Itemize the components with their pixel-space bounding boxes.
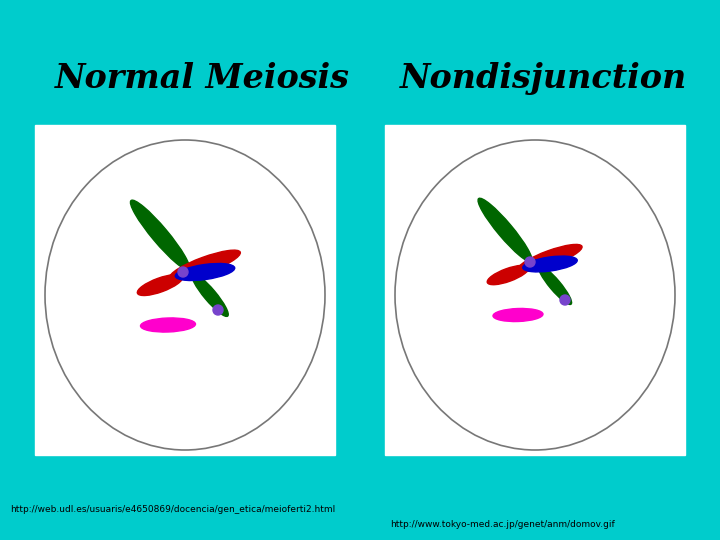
Text: Normal Meiosis: Normal Meiosis bbox=[55, 62, 350, 95]
Circle shape bbox=[560, 295, 570, 305]
Bar bbox=[385, 125, 685, 455]
Text: http://www.tokyo-med.ac.jp/genet/anm/domov.gif: http://www.tokyo-med.ac.jp/genet/anm/dom… bbox=[390, 520, 615, 529]
Ellipse shape bbox=[523, 256, 577, 272]
Ellipse shape bbox=[170, 250, 240, 280]
Text: Nondisjunction: Nondisjunction bbox=[400, 62, 688, 95]
Circle shape bbox=[178, 267, 188, 277]
Bar bbox=[35, 125, 335, 455]
Ellipse shape bbox=[487, 265, 528, 285]
Ellipse shape bbox=[138, 274, 183, 295]
Ellipse shape bbox=[478, 198, 532, 262]
Ellipse shape bbox=[518, 245, 582, 272]
Ellipse shape bbox=[175, 264, 235, 280]
Circle shape bbox=[525, 257, 535, 267]
Ellipse shape bbox=[140, 318, 196, 332]
Ellipse shape bbox=[539, 266, 572, 305]
Ellipse shape bbox=[130, 200, 189, 270]
Ellipse shape bbox=[192, 274, 228, 316]
Text: http://web.udl.es/usuaris/e4650869/docencia/gen_etica/meioferti2.html: http://web.udl.es/usuaris/e4650869/docen… bbox=[10, 505, 336, 514]
Ellipse shape bbox=[493, 308, 543, 321]
Circle shape bbox=[213, 305, 223, 315]
